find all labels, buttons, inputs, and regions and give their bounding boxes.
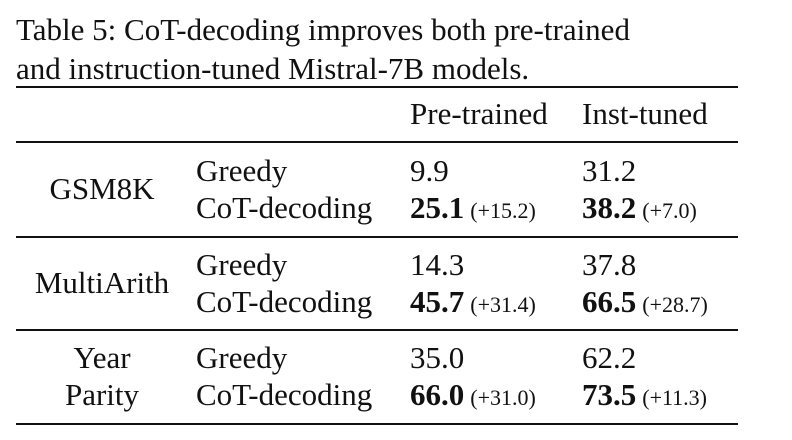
caption-line-1: Table 5: CoT-decoding improves both pre-… <box>16 12 630 47</box>
method-greedy: Greedy <box>196 153 288 188</box>
cot-delta: (+28.7) <box>642 292 708 317</box>
cot-delta: (+15.2) <box>470 198 536 223</box>
cot-value: 38.2 <box>582 190 637 225</box>
header-insttuned: Inst-tuned <box>582 96 708 131</box>
cot-value: 73.5 <box>582 377 637 412</box>
cot-value: 25.1 <box>410 190 465 225</box>
header-pretrained: Pre-trained <box>410 96 548 131</box>
method-greedy: Greedy <box>196 340 288 375</box>
group-separator-rule <box>16 236 738 238</box>
value-greedy-insttuned: 37.8 <box>582 247 637 282</box>
value-cot-pretrained: 66.0 (+31.0) <box>410 377 536 416</box>
header-rule <box>16 141 738 143</box>
cot-value: 45.7 <box>410 284 465 319</box>
value-greedy-insttuned: 62.2 <box>582 340 637 375</box>
dataset-multiarith: MultiArith <box>34 265 170 300</box>
dataset-year-parity-line1: Year <box>73 340 131 375</box>
cot-value: 66.5 <box>582 284 637 319</box>
cot-delta: (+11.3) <box>642 385 707 410</box>
value-cot-pretrained: 25.1 (+15.2) <box>410 190 536 229</box>
dataset-gsm8k: GSM8K <box>49 171 155 206</box>
value-greedy-insttuned: 31.2 <box>582 153 637 188</box>
method-cot-decoding: CoT-decoding <box>196 190 373 225</box>
value-greedy-pretrained: 35.0 <box>410 340 465 375</box>
value-cot-insttuned: 73.5 (+11.3) <box>582 377 707 416</box>
cot-delta: (+31.0) <box>470 385 536 410</box>
value-cot-insttuned: 66.5 (+28.7) <box>582 284 708 323</box>
value-greedy-pretrained: 9.9 <box>410 153 449 188</box>
table-top-rule <box>16 86 738 88</box>
value-cot-pretrained: 45.7 (+31.4) <box>410 284 536 323</box>
table-caption: Table 5: CoT-decoding improves both pre-… <box>16 10 776 88</box>
method-cot-decoding: CoT-decoding <box>196 284 373 319</box>
method-greedy: Greedy <box>196 247 288 282</box>
value-cot-insttuned: 38.2 (+7.0) <box>582 190 697 229</box>
table-bottom-rule <box>16 423 738 425</box>
group-separator-rule <box>16 329 738 331</box>
method-cot-decoding: CoT-decoding <box>196 377 373 412</box>
cot-value: 66.0 <box>410 377 465 412</box>
cot-delta: (+31.4) <box>470 292 536 317</box>
cot-delta: (+7.0) <box>642 198 697 223</box>
value-greedy-pretrained: 14.3 <box>410 247 465 282</box>
dataset-year-parity-line2: Parity <box>64 377 140 412</box>
caption-line-2: and instruction-tuned Mistral-7B models. <box>16 51 530 86</box>
